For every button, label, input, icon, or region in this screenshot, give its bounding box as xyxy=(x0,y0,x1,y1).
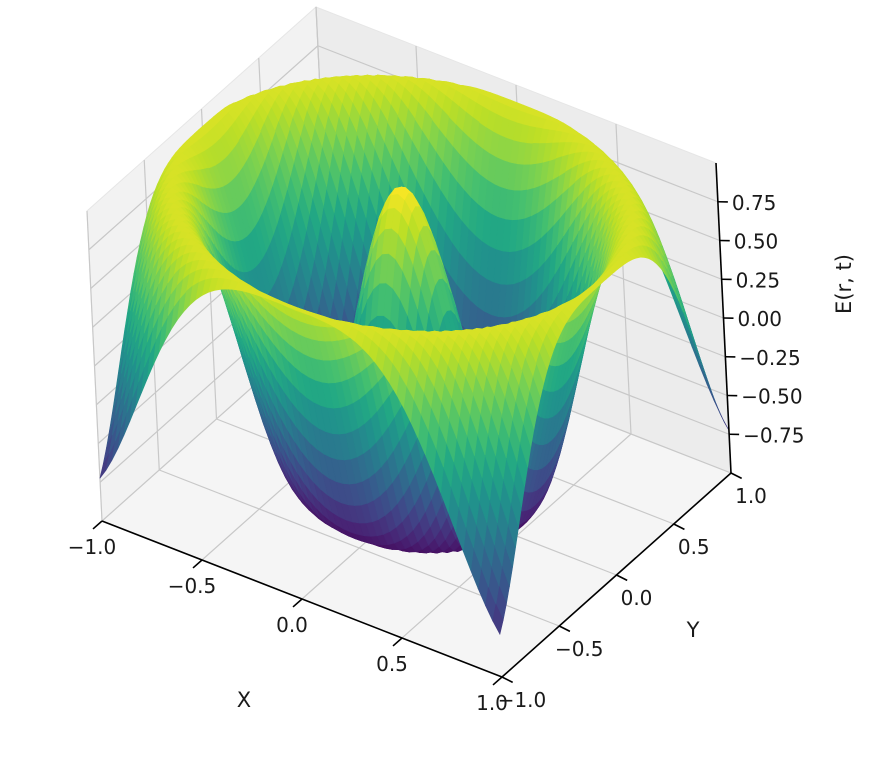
tick-marks xyxy=(92,200,743,686)
y-tick xyxy=(558,625,571,633)
x-tick-label: 1.0 xyxy=(476,691,508,715)
x-tick-label: −1.0 xyxy=(68,535,117,559)
surface-facet xyxy=(483,376,495,415)
z-tick-label: 0.50 xyxy=(734,230,779,254)
x-tick xyxy=(392,637,403,647)
x-axis-label: X xyxy=(237,688,251,712)
y-tick xyxy=(673,523,685,531)
x-tick xyxy=(492,676,503,686)
x-tick-label: 0.5 xyxy=(376,652,408,676)
y-tick xyxy=(501,676,514,684)
x-tick xyxy=(92,520,103,530)
x-tick-label: 0.0 xyxy=(276,613,308,637)
z-tick-label: 0.00 xyxy=(738,307,783,331)
surface-facet xyxy=(492,603,504,636)
y-tick-label: 0.0 xyxy=(621,586,653,610)
z-tick-label: 0.75 xyxy=(732,191,777,215)
tick-labels: −1.0−0.50.00.51.0−1.0−0.50.00.51.0−0.75−… xyxy=(68,191,805,715)
y-tick-label: −1.0 xyxy=(498,688,547,712)
surface-facet xyxy=(405,225,417,265)
z-tick-label: −0.75 xyxy=(743,423,804,447)
y-tick xyxy=(616,574,628,582)
y-tick-label: −0.5 xyxy=(555,637,604,661)
x-tick xyxy=(192,559,203,569)
surface-facet xyxy=(472,375,484,415)
surface-mesh xyxy=(99,74,730,636)
z-tick-label: −0.50 xyxy=(741,385,802,409)
z-tick-label: 0.25 xyxy=(736,268,781,292)
y-tick-label: 0.5 xyxy=(678,535,710,559)
y-axis-label: Y xyxy=(686,618,700,642)
x-tick-label: −0.5 xyxy=(168,574,217,598)
z-axis-label: E(r, t) xyxy=(832,254,856,314)
z-tick-label: −0.25 xyxy=(739,346,800,370)
y-tick-label: 1.0 xyxy=(735,484,767,508)
y-tick xyxy=(730,472,743,480)
x-tick xyxy=(292,598,303,608)
